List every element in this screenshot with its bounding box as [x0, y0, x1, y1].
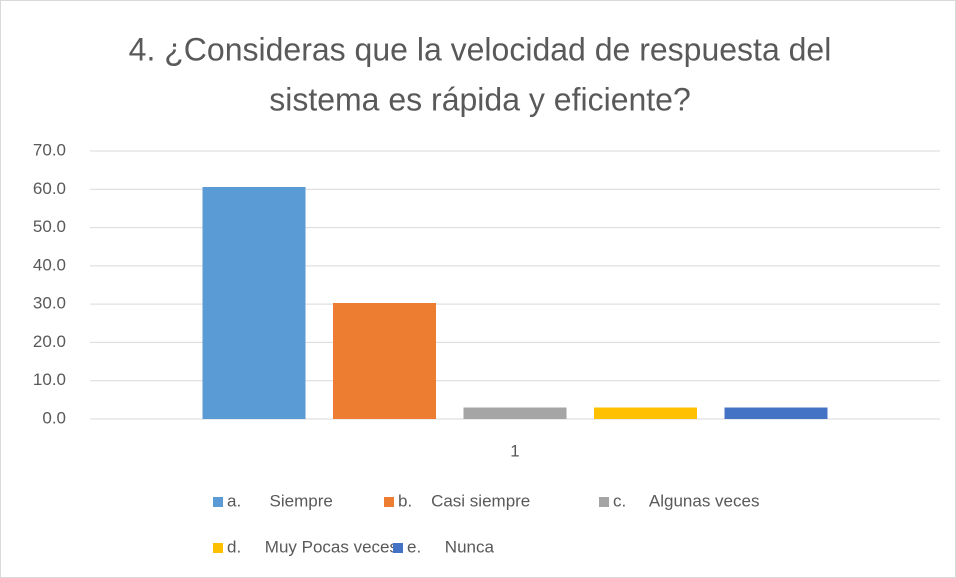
legend-label: c. Algunas veces — [613, 491, 759, 510]
y-tick-label: 10.0 — [33, 370, 66, 389]
bar — [202, 186, 306, 419]
y-tick-label: 30.0 — [33, 294, 66, 313]
legend-swatch — [213, 543, 223, 553]
bar — [463, 407, 567, 419]
bar — [724, 407, 828, 419]
y-tick-label: 50.0 — [33, 217, 66, 236]
legend-swatch — [393, 543, 403, 553]
bar — [594, 407, 697, 419]
bar — [333, 302, 436, 419]
chart-title: 4. ¿Consideras que la velocidad de respu… — [129, 31, 832, 67]
y-tick-label: 0.0 — [42, 408, 66, 427]
y-tick-label: 40.0 — [33, 255, 66, 274]
legend-swatch — [213, 497, 223, 507]
legend-label: a. Siempre — [227, 491, 333, 510]
y-tick-label: 70.0 — [33, 140, 66, 159]
legend-swatch — [599, 497, 609, 507]
y-tick-label: 20.0 — [33, 332, 66, 351]
x-tick-label: 1 — [510, 441, 519, 460]
legend-label: d. Muy Pocas veces — [227, 537, 398, 556]
y-tick-label: 60.0 — [33, 179, 66, 198]
legend-swatch — [384, 497, 394, 507]
legend-label: e. Nunca — [407, 537, 494, 556]
chart-title: sistema es rápida y eficiente? — [269, 81, 691, 117]
legend-label: b. Casi siempre — [398, 491, 530, 510]
